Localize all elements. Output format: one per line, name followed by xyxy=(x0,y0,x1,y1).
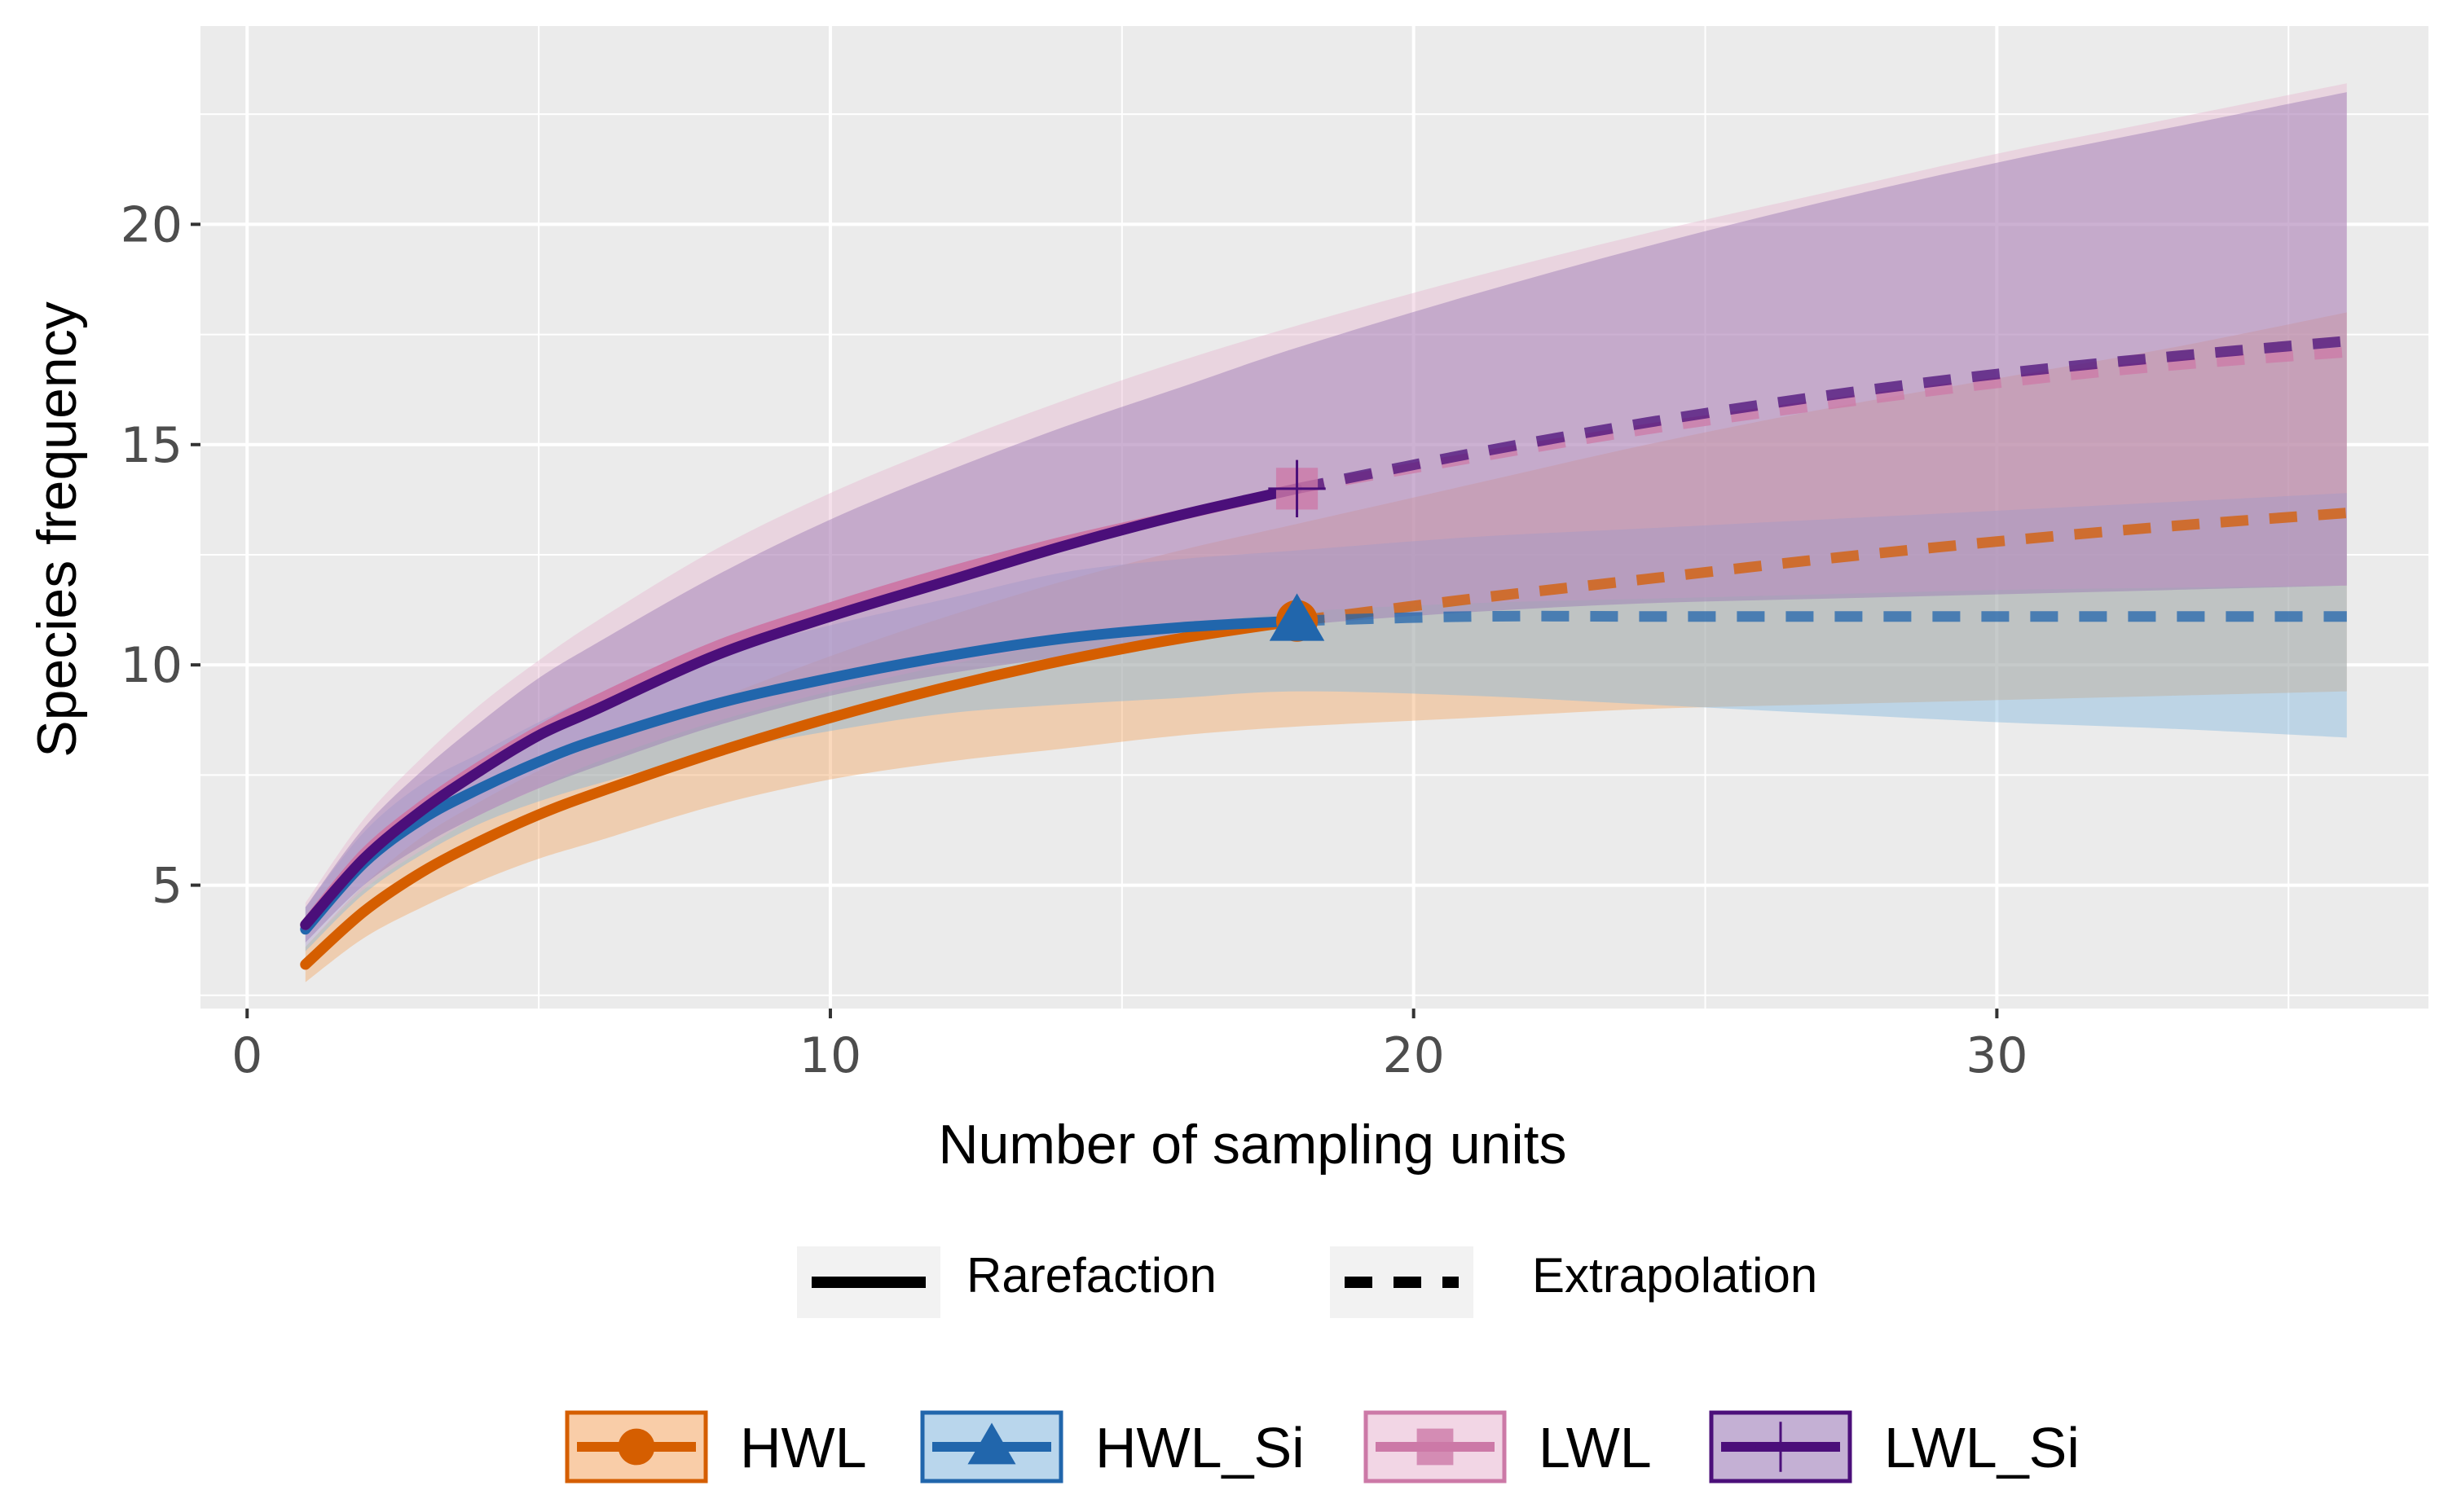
x-axis-title: Number of sampling units xyxy=(938,1114,1566,1176)
line-type-legend: Rarefaction Extrapolation xyxy=(797,1246,1817,1318)
band-hwl xyxy=(305,312,2347,982)
legend-label-hwl-si: HWL_Si xyxy=(1095,1416,1305,1479)
y-tick-label: 20 xyxy=(121,196,183,253)
legend-label-lwl-si: LWL_Si xyxy=(1884,1416,2080,1479)
legend-label-hwl: HWL xyxy=(740,1416,867,1479)
x-tick-label: 10 xyxy=(799,1027,861,1084)
extrapolation-line-lwl xyxy=(1296,346,2348,494)
extrapolation-label: Extrapolation xyxy=(1532,1248,1817,1303)
legend-key-marker-hwl-si xyxy=(967,1422,1016,1465)
y-tick-label: 5 xyxy=(152,858,183,915)
rarefaction-line-hwl-si xyxy=(300,615,1302,935)
confidence-bands xyxy=(305,83,2347,982)
rarefaction-line-lwl-si xyxy=(300,483,1302,930)
x-tick-label: 30 xyxy=(1966,1027,2028,1084)
y-tick-label: 10 xyxy=(121,637,183,694)
band-lwl-si xyxy=(305,92,2347,943)
observed-marker-lwl-si xyxy=(1268,459,1326,518)
extrapolation-line-lwl-si xyxy=(1296,336,2348,494)
x-tick-label: 0 xyxy=(231,1027,262,1084)
minor-gridlines xyxy=(200,26,2428,1009)
band-hwl-si xyxy=(305,493,2347,952)
rarefaction-label: Rarefaction xyxy=(966,1248,1217,1303)
legend-key-marker-hwl xyxy=(618,1428,655,1466)
tick-labels: 0 10 20 30 5 10 15 20 xyxy=(121,196,2028,1084)
legend-key-marker-lwl-si xyxy=(1755,1422,1806,1472)
x-tick-label: 20 xyxy=(1382,1027,1444,1084)
y-tick-label: 15 xyxy=(121,417,183,474)
y-axis-title: Species frequency xyxy=(26,301,88,757)
plot-panel xyxy=(200,26,2428,1009)
major-gridlines xyxy=(200,26,2428,1009)
series-lines xyxy=(300,336,2348,970)
rarefaction-line-hwl xyxy=(300,615,1302,970)
legend-key-marker-lwl xyxy=(1416,1428,1454,1466)
observed-marker-hwl-si xyxy=(1269,593,1325,641)
axis-ticks xyxy=(191,222,1999,1018)
band-lwl xyxy=(305,83,2347,947)
series-legend: HWL HWL_Si LWL LWL_Si xyxy=(565,1410,2080,1483)
legend-label-lwl: LWL xyxy=(1539,1416,1652,1479)
observed-markers xyxy=(1268,459,1326,642)
